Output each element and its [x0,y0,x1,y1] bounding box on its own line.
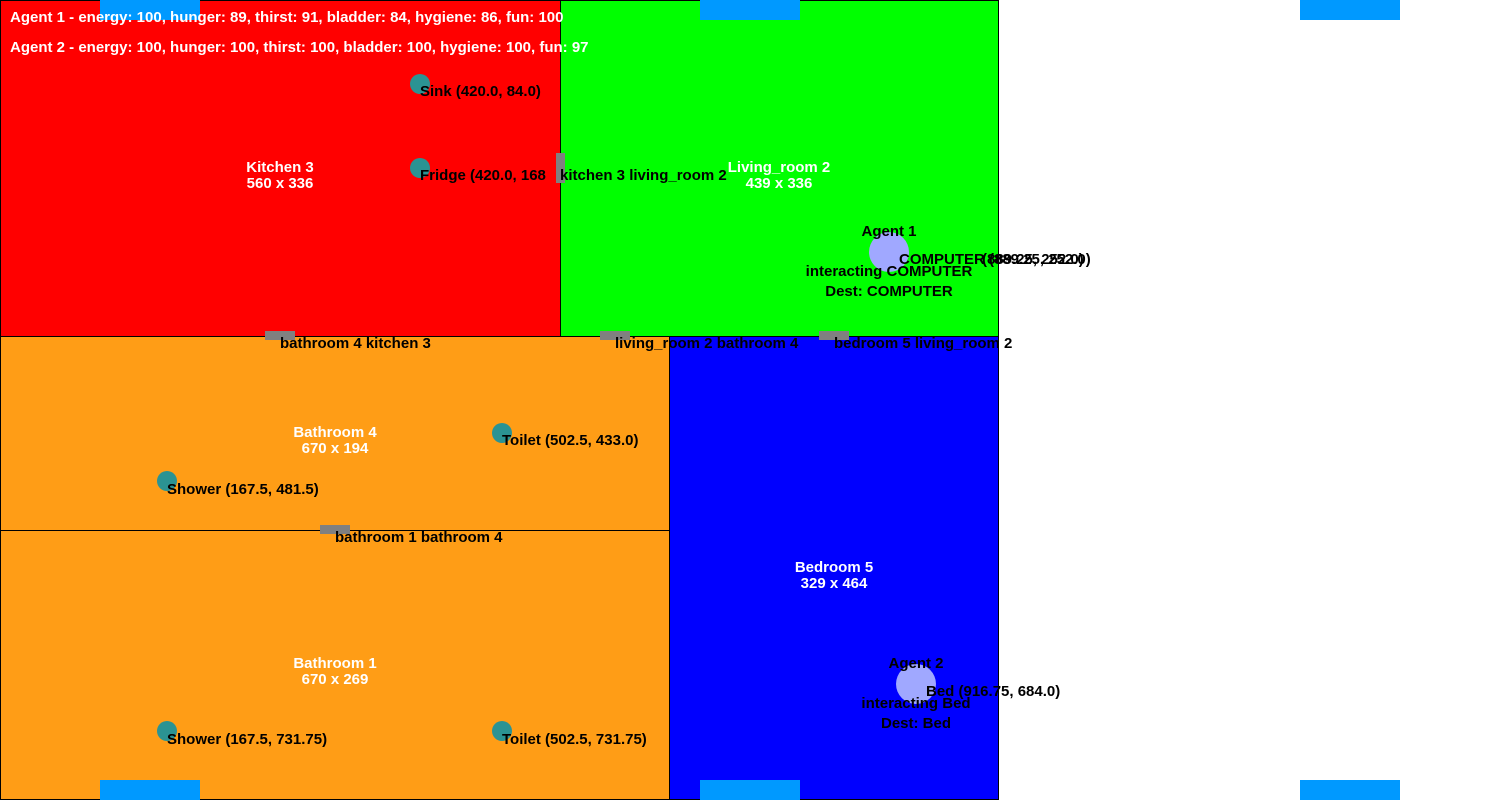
room-label-bathroom-1: Bathroom 1 670 x 269 [293,656,376,688]
computer-label: COMPUTER (889.25, 252.0) [899,251,1091,268]
room-size: 439 x 336 [745,175,813,192]
toilet-object-bathroom-4[interactable] [492,423,512,443]
room-size: 670 x 269 [301,671,369,688]
agent-2-action: interacting Bed [861,695,971,712]
door-label-living-room-bathroom4: living_room 2 bathroom 4 [615,335,799,352]
agent-2-status: Agent 2 - energy: 100, hunger: 100, thir… [10,39,589,56]
agent-1-action: interacting COMPUTER [805,263,973,280]
agent-1-name: Agent 1 [861,223,917,240]
door-label-bedroom-living-room: bedroom 5 living_room 2 [834,335,1013,352]
room-size: 560 x 336 [246,175,314,192]
agent-1-status: Agent 1 - energy: 100, hunger: 89, thirs… [10,9,564,26]
room-name: Bathroom 4 [293,424,377,441]
window-bottom-3 [1300,780,1400,800]
door-bathroom1-bathroom4[interactable] [320,525,350,534]
window-top-2 [700,0,800,20]
shower-label-bathroom-1: Shower (167.5, 731.75) [167,731,328,748]
shower-object-bathroom-4[interactable] [157,471,177,491]
room-name: Kitchen 3 [246,159,314,176]
fridge-label: Fridge (420.0, 168 [420,167,546,184]
window-bottom-2 [700,780,800,800]
room-label-kitchen-3: Kitchen 3 560 x 336 [246,160,314,192]
sink-object[interactable] [410,74,430,94]
room-label-living-room-2: Living_room 2 439 x 336 [728,160,831,192]
bed-label: Bed (916.75, 684.0) [926,683,1061,700]
room-name: Living_room 2 [727,159,831,176]
window-bottom-1 [100,780,200,800]
room-bedroom-5 [669,336,999,800]
room-label-bathroom-4: Bathroom 4 670 x 194 [293,425,376,457]
room-living-room-2 [560,0,999,337]
agent-1[interactable] [869,232,909,272]
room-label-bedroom-5: Bedroom 5 329 x 464 [795,560,873,592]
agent-2-name: Agent 2 [888,655,944,672]
agent-2[interactable] [896,664,936,704]
room-size: 329 x 464 [800,575,868,592]
shower-label-bathroom-4: Shower (167.5, 481.5) [167,481,319,498]
sink-label: Sink (420.0, 84.0) [420,83,541,100]
door-bedroom-living-room[interactable] [819,331,849,340]
fridge-object[interactable] [410,158,430,178]
room-name: Bathroom 1 [293,655,377,672]
computer-label-overlap: (889.25, 252.0) [982,251,1084,268]
window-top-3 [1300,0,1400,20]
toilet-label-bathroom-4: Toilet (502.5, 433.0) [502,432,639,449]
door-living-room-bathroom4[interactable] [600,331,630,340]
window-top-1 [100,0,200,20]
door-label-bathroom4-kitchen: bathroom 4 kitchen 3 [280,335,431,352]
agent-2-dest: Dest: Bed [880,715,952,732]
door-label-kitchen-living-room: kitchen 3 living_room 2 [560,167,727,184]
room-name: Bedroom 5 [794,559,874,576]
door-bathroom4-kitchen[interactable] [265,331,295,340]
toilet-object-bathroom-1[interactable] [492,721,512,741]
shower-object-bathroom-1[interactable] [157,721,177,741]
door-label-bathroom1-bathroom4: bathroom 1 bathroom 4 [335,529,503,546]
room-kitchen-3 [0,0,561,337]
agent-1-dest: Dest: COMPUTER [825,283,953,300]
toilet-label-bathroom-1: Toilet (502.5, 731.75) [502,731,647,748]
room-size: 670 x 194 [301,440,369,457]
room-bathroom-1 [0,530,670,800]
door-kitchen-living-room[interactable] [556,153,565,183]
